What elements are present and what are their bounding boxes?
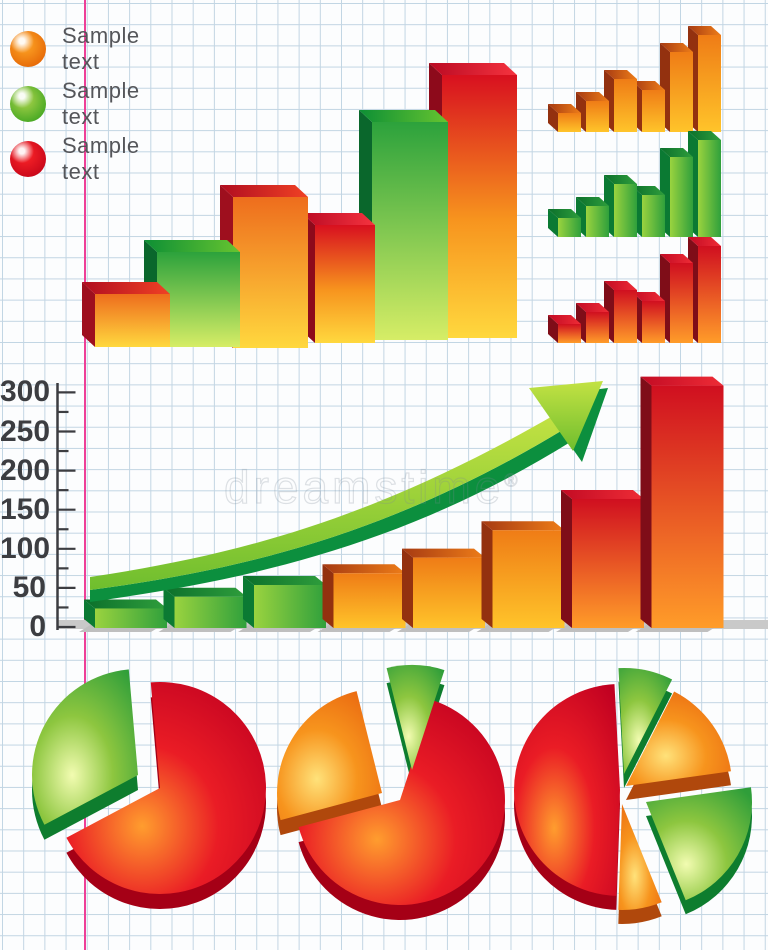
mini-bar-chart-red xyxy=(548,237,721,343)
bar-3d xyxy=(429,63,517,338)
legend-dot-orange-icon xyxy=(10,31,46,67)
bar-3d xyxy=(402,548,485,628)
bar-3d xyxy=(302,213,375,343)
y-axis-tick-label: 100 xyxy=(0,531,51,565)
pie-chart-2-slices xyxy=(277,665,506,921)
bar-3d xyxy=(632,292,665,343)
pie-chart-1-slices xyxy=(32,669,267,909)
y-axis-tick-label: 150 xyxy=(0,492,51,526)
bar-3d xyxy=(632,81,665,132)
legend-dot-green-icon xyxy=(10,86,46,122)
bar-3d xyxy=(82,282,170,347)
mini-bar-chart-green xyxy=(545,138,725,240)
bar-3d xyxy=(576,197,609,237)
bar-3d xyxy=(688,26,721,132)
y-axis-tick-label: 50 xyxy=(12,570,46,604)
watermark-symbol: ® xyxy=(504,470,522,491)
legend-label: Sample text xyxy=(62,133,140,184)
pie-chart-2 xyxy=(285,662,515,912)
bar-3d xyxy=(84,599,167,628)
bar-3d xyxy=(548,209,581,237)
y-axis-tick-label: 300 xyxy=(0,375,51,409)
bar-3d xyxy=(576,92,609,132)
watermark-text: dreamstime xyxy=(223,460,505,513)
bar-3d xyxy=(632,186,665,237)
legend-dot-red-icon xyxy=(10,141,46,177)
notebook-margin-line xyxy=(84,0,86,950)
bar-3d xyxy=(220,185,308,348)
pie-chart-1 xyxy=(40,662,280,907)
y-axis-tick-label: 200 xyxy=(0,453,51,487)
bar-3d xyxy=(561,489,644,628)
bar-3d xyxy=(548,315,581,343)
bar-3d xyxy=(163,587,247,628)
bar-3d xyxy=(243,575,326,628)
legend-label: Sample text xyxy=(62,23,140,74)
y-axis-tick-label: 0 xyxy=(29,610,46,643)
mini-bar-chart-green xyxy=(548,131,721,237)
bar-3d xyxy=(660,43,693,132)
bar-3d xyxy=(481,521,565,628)
bar-3d xyxy=(144,240,240,347)
bar-3d xyxy=(688,237,721,343)
bar-3d xyxy=(660,254,693,343)
bar-3d xyxy=(576,303,609,343)
pie-chart-3 xyxy=(505,662,750,912)
bar-3d xyxy=(604,175,637,237)
mini-bar-chart-orange xyxy=(545,28,725,136)
bar-3d xyxy=(688,131,721,237)
bar-3d xyxy=(660,148,693,237)
pie-chart-3-slices xyxy=(514,668,753,924)
bar-3d xyxy=(359,110,448,340)
legend-item-orange: Sample text xyxy=(10,23,140,74)
mini-bar-chart-red xyxy=(545,245,725,345)
watermark: dreamstime® xyxy=(223,460,522,514)
bar-3d xyxy=(640,376,724,628)
bar-3d xyxy=(604,281,637,343)
mini-bar-chart-orange xyxy=(548,26,721,132)
legend-label: Sample text xyxy=(62,78,140,129)
bar-3d xyxy=(604,70,637,132)
legend-item-green: Sample text xyxy=(10,78,140,129)
bar-3d xyxy=(548,104,581,132)
big-bar-chart-bars xyxy=(82,63,517,348)
legend-item-red: Sample text xyxy=(10,133,140,184)
bar-3d xyxy=(322,564,406,628)
y-axis-tick-label: 250 xyxy=(0,414,51,448)
